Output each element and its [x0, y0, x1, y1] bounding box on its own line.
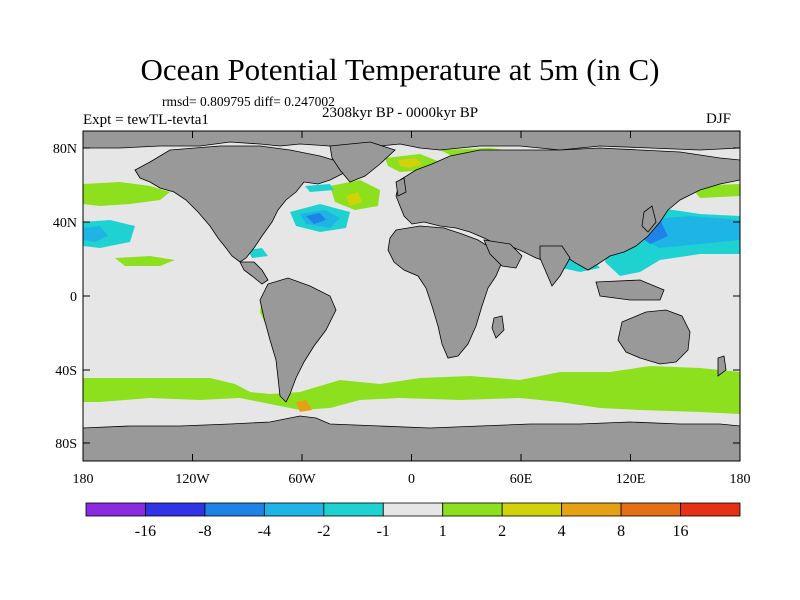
nordic-yellow — [398, 158, 422, 168]
np-blue-west — [83, 226, 108, 242]
lat-tick-label: 40S — [55, 364, 77, 379]
africa — [387, 225, 503, 359]
colorbar-box — [620, 502, 681, 517]
colorbar-box — [145, 502, 206, 517]
australia — [617, 309, 691, 365]
map-plot-area — [83, 131, 740, 461]
lon-tick-label: 180 — [730, 472, 751, 487]
madagascar — [491, 315, 505, 339]
np-blue-core — [640, 216, 740, 248]
greenland — [329, 141, 396, 183]
experiment-label: Expt = tewTL-tevta1 — [83, 112, 209, 128]
south-america — [259, 277, 337, 403]
india — [539, 245, 571, 287]
new-zealand — [717, 355, 727, 377]
colorbar-label: -8 — [198, 523, 211, 540]
japan — [641, 205, 657, 233]
n-atlantic-yellow — [346, 192, 362, 206]
colorbar-box — [382, 502, 444, 517]
colorbar-box — [442, 502, 503, 517]
colorbar-label: 2 — [498, 523, 506, 540]
gulf-mexico-cyan — [248, 248, 268, 258]
arabian-peninsula — [483, 239, 523, 269]
colorbar-box — [204, 502, 265, 517]
colorbar-label: 16 — [673, 523, 689, 540]
colorbar-label: -16 — [135, 523, 156, 540]
colorbar-box — [501, 502, 563, 517]
british-isles — [395, 177, 407, 197]
lat-tick-label: 0 — [70, 290, 77, 305]
colorbar-label: -4 — [258, 523, 271, 540]
season-label: DJF — [706, 111, 732, 127]
colorbar-label: -2 — [317, 523, 330, 540]
southern-ocean-band — [83, 366, 740, 414]
lon-tick-label: 60E — [510, 472, 533, 487]
eurasia — [395, 147, 740, 271]
colorbar-box — [263, 502, 325, 517]
north-pacific-green — [83, 182, 170, 206]
stats-line: rmsd= 0.809795 diff= 0.247002 — [162, 94, 335, 109]
lat-tick-label: 80S — [55, 437, 77, 452]
period-label: 2308kyr BP - 0000kyr BP — [322, 105, 479, 121]
gulf-stream-core — [306, 213, 326, 224]
colorbar-box — [561, 502, 622, 517]
arctic-land — [83, 131, 740, 151]
colorbar-box — [323, 502, 384, 517]
page-title: Ocean Potential Temperature at 5m (in C) — [140, 52, 660, 87]
lat-tick-label: 80N — [53, 142, 77, 157]
lon-tick-label: 0 — [408, 472, 415, 487]
colorbar-label: 4 — [558, 523, 566, 540]
ne-pacific-green-strip — [115, 256, 175, 266]
colorbar-label: 8 — [617, 523, 625, 540]
land-masses — [83, 131, 740, 461]
drake-orange — [296, 400, 312, 412]
lon-tick-label: 120W — [175, 472, 210, 487]
maritime-continent — [595, 279, 665, 301]
colorbar-box — [680, 502, 741, 517]
lat-tick-label: 40N — [53, 216, 77, 231]
colorbar: -16 -8 -4 -2 -1 1 2 4 8 16 — [85, 502, 741, 540]
colorbar-label: -1 — [377, 523, 390, 540]
lon-tick-label: 120E — [616, 472, 646, 487]
longitude-ticks: 180 120W 60W 0 60E 120E 180 — [73, 131, 751, 487]
lon-tick-label: 60W — [288, 472, 316, 487]
labrador-cyan — [305, 184, 334, 192]
colorbar-label: 1 — [439, 523, 447, 540]
antarctica — [83, 415, 740, 461]
latitude-ticks: 80N 40N 0 40S 80S — [53, 142, 740, 452]
lon-tick-label: 180 — [73, 472, 94, 487]
central-america — [239, 261, 269, 285]
colorbar-box — [85, 502, 146, 517]
